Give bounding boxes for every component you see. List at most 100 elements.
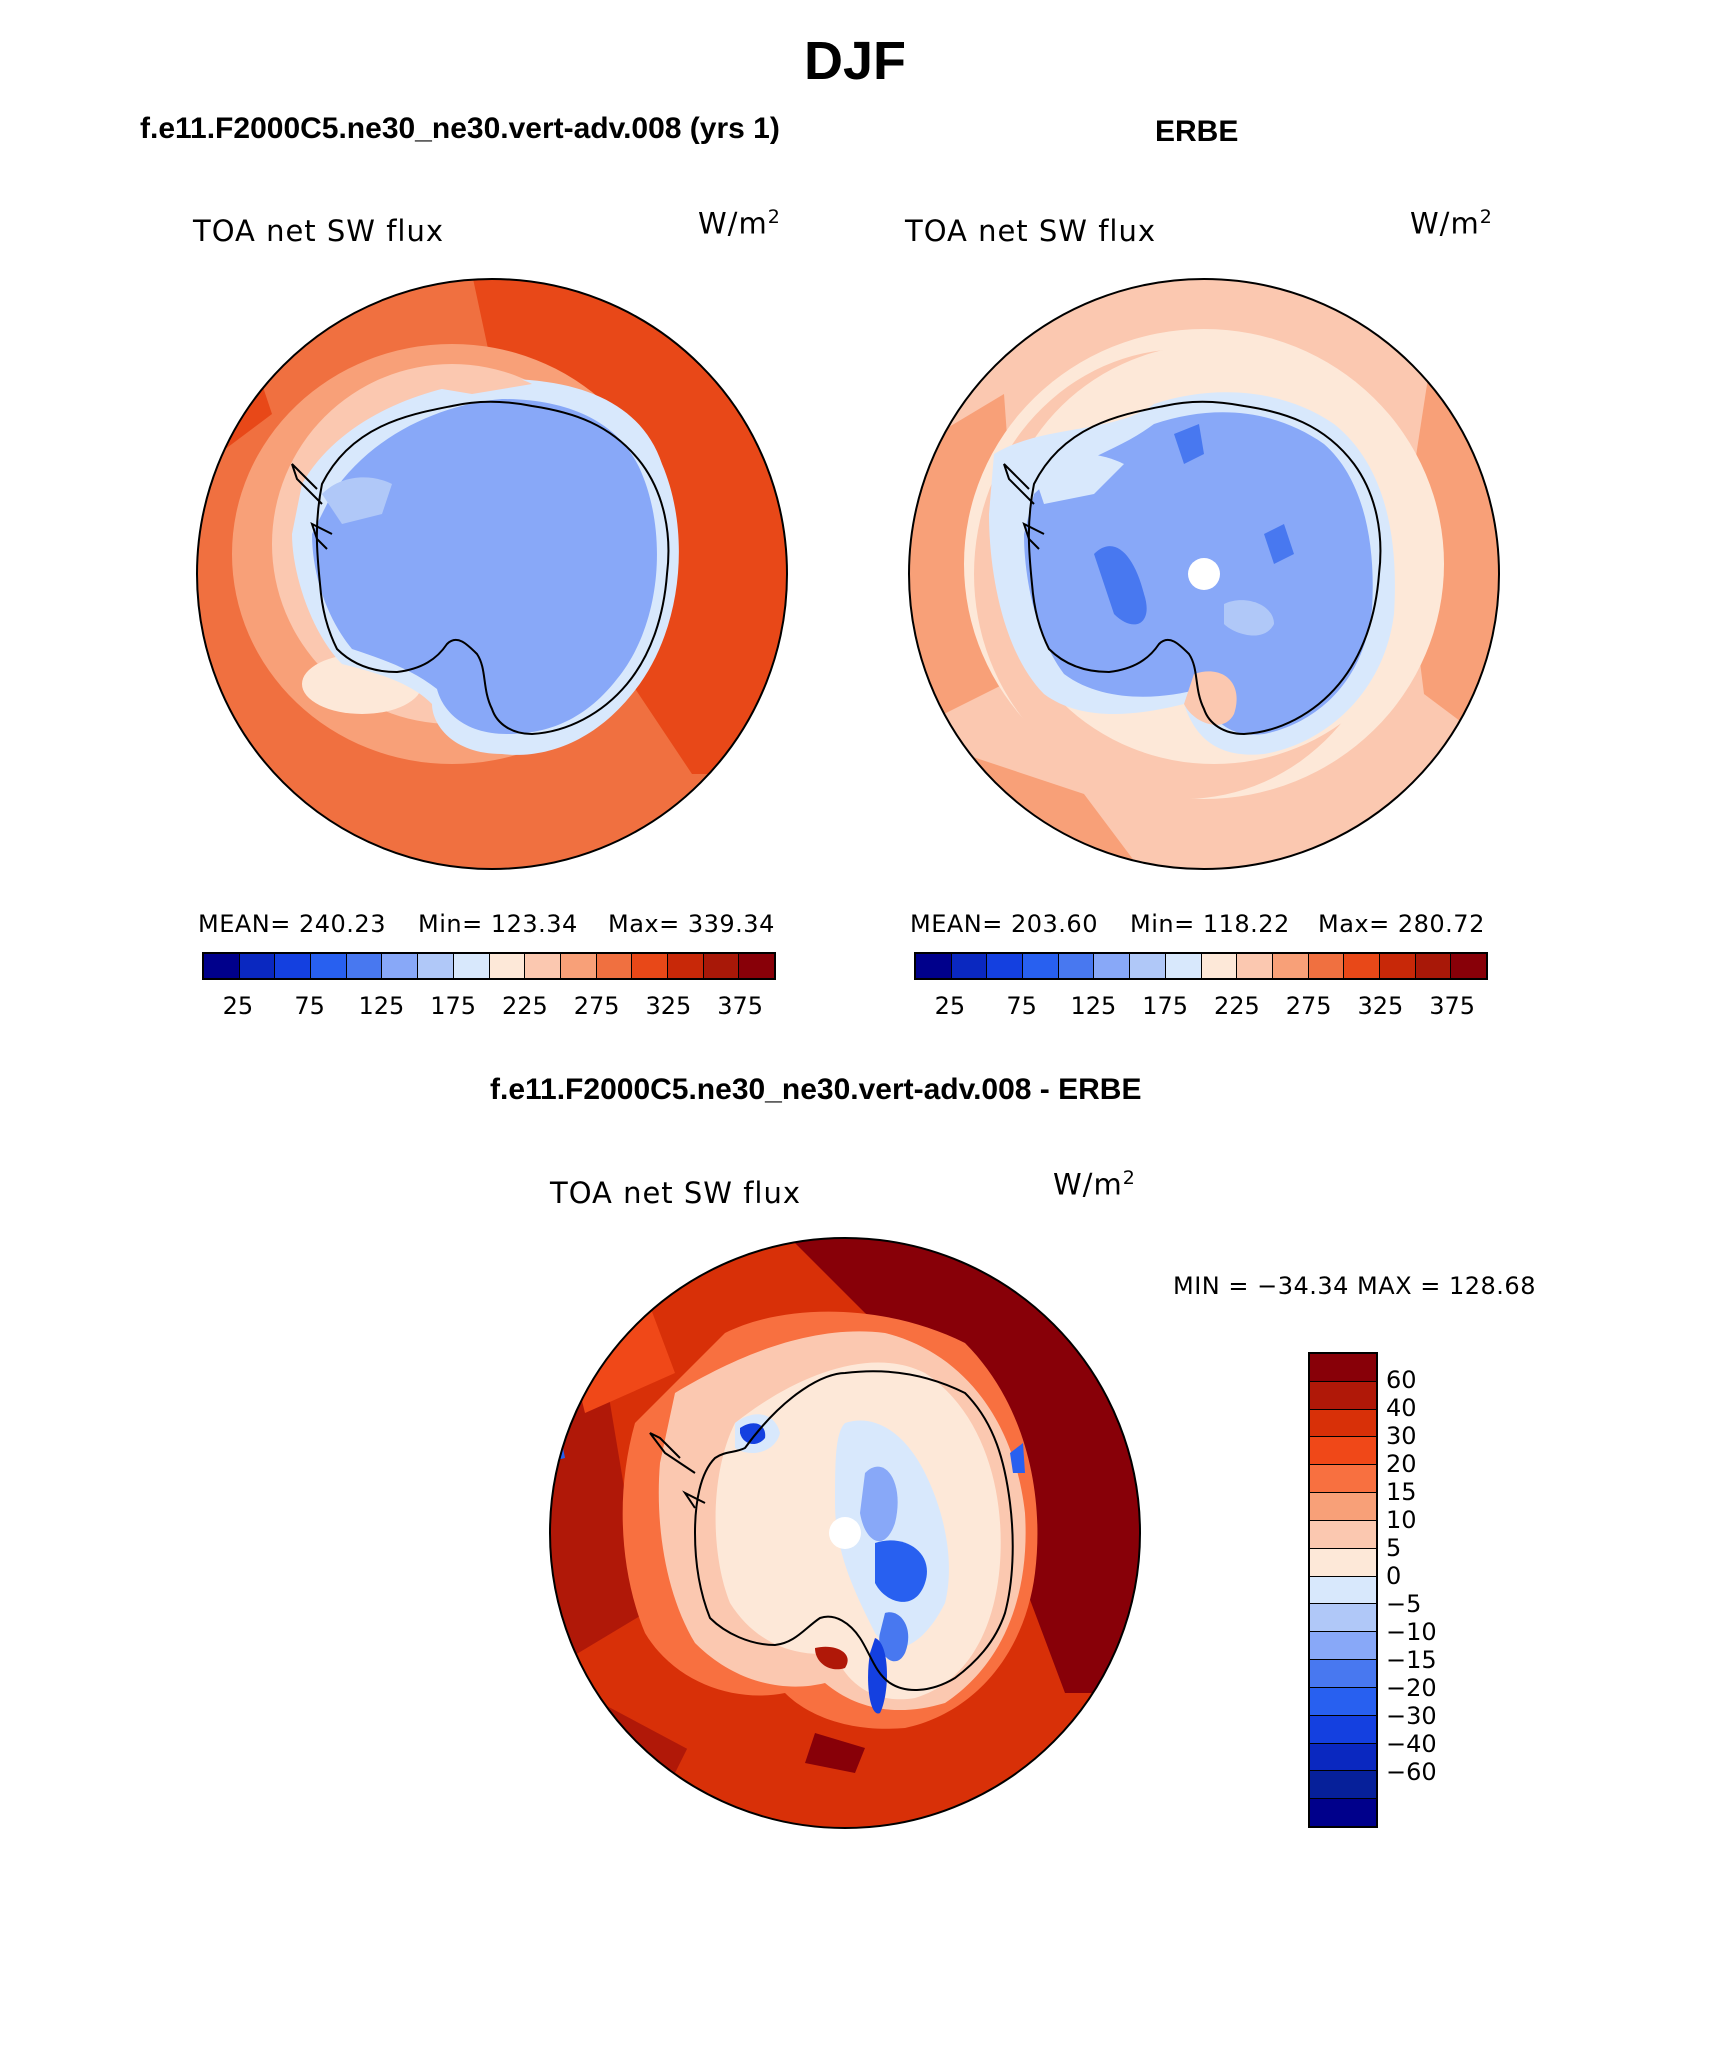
obs-colorbar-swatch — [1165, 954, 1202, 978]
model-colorbar-swatch — [739, 954, 774, 978]
diff-colorbar-tick-label: 0 — [1386, 1562, 1402, 1590]
obs-colorbar-swatch — [987, 954, 1024, 978]
diff-colorbar-swatch — [1310, 1799, 1376, 1827]
model-colorbar-swatch — [560, 954, 597, 978]
diff-colorbar-tick-label: 5 — [1386, 1534, 1402, 1562]
diff-colorbar-swatch — [1310, 1771, 1376, 1800]
model-mean: MEAN= 240.23 — [198, 910, 386, 938]
model-max: Max= 339.34 — [608, 910, 775, 938]
model-colorbar-tick-label: 125 — [358, 992, 405, 1020]
model-colorbar-swatch — [239, 954, 276, 978]
model-colorbar-swatch — [275, 954, 312, 978]
model-polar-map — [196, 278, 788, 870]
obs-colorbar-tick-label: 225 — [1213, 992, 1260, 1020]
diff-minmax: MIN = −34.34 MAX = 128.68 — [1173, 1272, 1536, 1300]
season-title: DJF — [803, 31, 906, 91]
obs-colorbar-swatch — [1058, 954, 1095, 978]
diff-colorbar-tick-label: −10 — [1386, 1618, 1437, 1646]
obs-mean: MEAN= 203.60 — [910, 910, 1098, 938]
obs-colorbar-swatch — [1451, 954, 1486, 978]
diff-colorbar-tick-label: 20 — [1386, 1450, 1417, 1478]
diff-panel-title: f.e11.F2000C5.ne30_ne30.vert-adv.008 - E… — [490, 1073, 1142, 1106]
model-colorbar-labels: 25 75 125 175 225 275 325 375 — [202, 992, 776, 1022]
diff-colorbar-swatch — [1310, 1409, 1376, 1438]
diff-units-label: W/m2 — [1053, 1167, 1136, 1202]
model-colorbar-swatch — [453, 954, 490, 978]
model-colorbar-tick-label: 225 — [501, 992, 548, 1020]
diff-colorbar-tick-label: 40 — [1386, 1394, 1417, 1422]
model-panel-title: f.e11.F2000C5.ne30_ne30.vert-adv.008 (yr… — [140, 112, 780, 145]
obs-polar-map — [908, 278, 1500, 870]
model-colorbar-tick-label: 75 — [294, 992, 325, 1020]
model-colorbar-swatch — [489, 954, 526, 978]
obs-panel-title: ERBE — [1155, 115, 1239, 148]
model-colorbar-tick-label: 275 — [573, 992, 620, 1020]
obs-colorbar-swatch — [1308, 954, 1345, 978]
model-colorbar-swatch — [204, 954, 240, 978]
obs-max: Max= 280.72 — [1318, 910, 1485, 938]
model-colorbar-tick-label: 25 — [222, 992, 254, 1020]
diff-colorbar-tick-label: −60 — [1386, 1758, 1437, 1786]
diff-colorbar-swatch — [1310, 1687, 1376, 1716]
model-colorbar-swatch — [346, 954, 383, 978]
model-colorbar-swatch — [311, 954, 347, 978]
model-colorbar-swatch — [667, 954, 704, 978]
obs-units-label: W/m2 — [1410, 206, 1493, 241]
obs-colorbar-swatch — [916, 954, 952, 978]
diff-colorbar-swatch — [1310, 1604, 1376, 1633]
diff-colorbar-swatch — [1310, 1743, 1376, 1772]
diff-colorbar-swatch — [1310, 1548, 1376, 1577]
obs-colorbar-tick-label: 25 — [934, 992, 966, 1020]
model-units-label: W/m2 — [698, 206, 781, 241]
diff-colorbar-tick-label: −40 — [1386, 1730, 1437, 1758]
model-colorbar-swatch — [525, 954, 561, 978]
diff-colorbar-tick-label: −5 — [1386, 1590, 1422, 1618]
model-variable-label: TOA net SW flux — [193, 214, 445, 248]
model-colorbar-swatch — [632, 954, 668, 978]
model-colorbar-swatch — [596, 954, 633, 978]
diff-colorbar-tick-label: 60 — [1386, 1366, 1417, 1394]
obs-colorbar-swatch — [1379, 954, 1416, 978]
obs-min: Min= 118.22 — [1130, 910, 1290, 938]
obs-colorbar-swatch — [1272, 954, 1309, 978]
model-colorbar — [202, 952, 776, 980]
diff-colorbar-swatch — [1310, 1576, 1376, 1605]
obs-variable-label: TOA net SW flux — [905, 214, 1157, 248]
diff-colorbar-swatch — [1310, 1437, 1376, 1466]
obs-colorbar-tick-label: 125 — [1070, 992, 1117, 1020]
diff-colorbar-swatch — [1310, 1354, 1376, 1382]
diff-colorbar-tick-label: −15 — [1386, 1646, 1437, 1674]
diff-colorbar-tick-label: −20 — [1386, 1674, 1437, 1702]
diff-colorbar-tick-label: 15 — [1386, 1478, 1417, 1506]
model-colorbar-tick-label: 375 — [717, 992, 764, 1020]
diff-colorbar-tick-label: 10 — [1386, 1506, 1417, 1534]
diff-colorbar-swatch — [1310, 1465, 1376, 1494]
obs-colorbar-swatch — [1094, 954, 1131, 978]
diff-colorbar-tick-label: 30 — [1386, 1422, 1417, 1450]
diff-colorbar-swatch — [1310, 1381, 1376, 1410]
model-colorbar-tick-label: 325 — [645, 992, 692, 1020]
model-min: Min= 123.34 — [418, 910, 578, 938]
diff-variable-label: TOA net SW flux — [550, 1176, 802, 1210]
obs-colorbar — [914, 952, 1488, 980]
diff-colorbar-swatch — [1310, 1632, 1376, 1661]
obs-colorbar-swatch — [1201, 954, 1238, 978]
obs-colorbar-tick-label: 175 — [1142, 992, 1189, 1020]
model-colorbar-tick-label: 175 — [430, 992, 477, 1020]
obs-colorbar-tick-label: 325 — [1357, 992, 1404, 1020]
diff-colorbar-swatch — [1310, 1520, 1376, 1549]
diff-colorbar-swatch — [1310, 1660, 1376, 1688]
diff-colorbar-labels: 60 40 30 20 15 10 5 0 −5 −10 −15 −20 −30 −40 −60 — [1386, 1352, 1466, 1828]
obs-colorbar-tick-label: 75 — [1006, 992, 1037, 1020]
diff-colorbar-tick-label: −30 — [1386, 1702, 1437, 1730]
obs-colorbar-swatch — [951, 954, 988, 978]
model-colorbar-swatch — [418, 954, 454, 978]
obs-colorbar-swatch — [1023, 954, 1059, 978]
diff-colorbar — [1308, 1352, 1378, 1828]
obs-colorbar-swatch — [1415, 954, 1452, 978]
diff-colorbar-swatch — [1310, 1715, 1376, 1744]
model-colorbar-swatch — [382, 954, 419, 978]
obs-colorbar-labels: 25 75 125 175 225 275 325 375 — [914, 992, 1488, 1022]
model-colorbar-swatch — [703, 954, 740, 978]
obs-colorbar-swatch — [1237, 954, 1273, 978]
